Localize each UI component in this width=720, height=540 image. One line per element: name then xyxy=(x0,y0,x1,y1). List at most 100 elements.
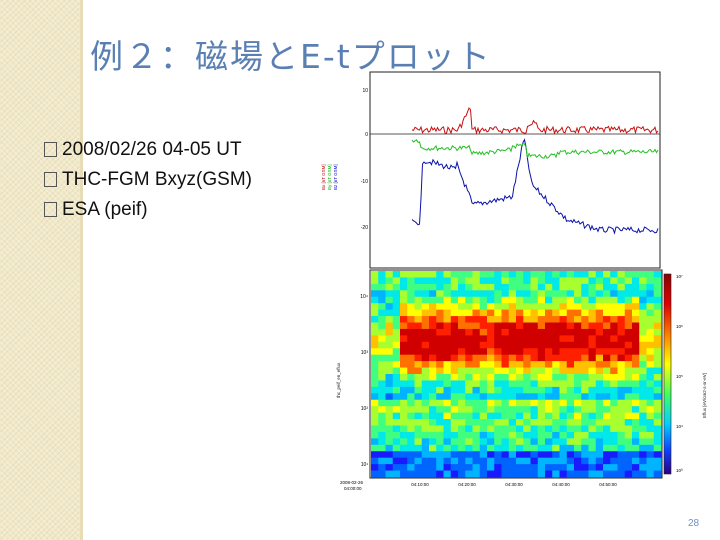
spectrogram-cell xyxy=(566,322,575,330)
spectrogram-cell xyxy=(646,386,655,394)
spectrogram-cell xyxy=(552,399,560,407)
spectrogram-cell xyxy=(407,393,415,401)
spectrogram-cell xyxy=(552,374,560,381)
spectrogram-cell xyxy=(632,393,640,401)
spectrogram-cell xyxy=(523,328,531,336)
spectrogram-cell xyxy=(639,296,647,304)
spectrogram-cell xyxy=(545,431,553,439)
spectrogram-cell xyxy=(421,296,430,304)
spectrogram-cell xyxy=(653,271,662,278)
spectrogram-cell xyxy=(581,283,589,291)
spectrogram-cell xyxy=(458,374,466,381)
colorbar-tick-label: 10⁵ xyxy=(676,374,683,379)
slide-decor-bar xyxy=(0,0,80,540)
spectrogram-cell xyxy=(646,431,655,439)
spectrogram-cell xyxy=(429,354,437,362)
spectrogram-cell xyxy=(436,316,444,323)
spectrogram-cell xyxy=(436,457,444,465)
spectrogram-cell xyxy=(487,431,495,439)
bullet-text: ESA (peif) xyxy=(62,199,148,220)
spectrogram-cell xyxy=(414,451,423,459)
spectrogram-cell xyxy=(545,290,553,298)
spectrogram-cell xyxy=(450,386,459,394)
spectrogram-cell xyxy=(414,277,423,285)
spectrogram-cell xyxy=(421,322,430,330)
spectrogram-cell xyxy=(516,393,524,401)
spectrogram-cell xyxy=(494,341,502,349)
spectrogram-cell xyxy=(501,380,510,388)
spectrogram-cell xyxy=(566,412,575,420)
spectrogram-cell xyxy=(472,393,481,401)
spectrogram-cell xyxy=(494,303,502,311)
spectrogram-cell xyxy=(595,399,604,407)
spectrogram-cell xyxy=(646,412,655,420)
spectrogram-cell xyxy=(603,354,611,362)
spectrogram-cell xyxy=(501,316,510,323)
spectrogram-cell xyxy=(465,380,473,388)
spectrogram-cell xyxy=(436,374,444,381)
spectrogram-cell xyxy=(610,361,618,368)
spectrogram-cell xyxy=(479,399,488,407)
spectrogram-cell xyxy=(450,444,459,452)
spectrogram-cell xyxy=(632,438,640,446)
spectrogram-cell xyxy=(617,296,626,304)
spectrogram-cell xyxy=(610,348,618,356)
spectrogram-cell xyxy=(516,419,524,426)
spectrogram-cell xyxy=(421,328,430,336)
spectrogram-cell xyxy=(487,464,495,471)
spectrogram-cell xyxy=(595,464,604,471)
spectrogram-cell xyxy=(392,464,401,471)
spectrogram-cell xyxy=(653,380,662,388)
bz-series-line xyxy=(411,138,659,235)
spectrogram-cell xyxy=(501,406,510,414)
spectrogram-cell xyxy=(588,283,597,291)
spectrogram-cell xyxy=(530,419,539,426)
spectrogram-cell xyxy=(450,271,459,278)
spectrogram-cell xyxy=(392,438,401,446)
spectrogram-cell xyxy=(617,348,626,356)
spectrogram-cell xyxy=(414,348,423,356)
spectrogram-cell xyxy=(371,367,379,375)
x-tick-label: 04:20:00 xyxy=(458,482,476,487)
spectrogram-cell xyxy=(552,348,560,356)
spectrogram-cell xyxy=(639,374,647,381)
spectrogram-cell xyxy=(516,316,524,323)
spectrogram-cell xyxy=(617,341,626,349)
spectrogram-cell xyxy=(595,406,604,414)
spectrogram-cell xyxy=(581,470,589,478)
spectrogram-cell xyxy=(385,341,394,349)
spectrogram-cell xyxy=(595,451,604,459)
spectrogram-cell xyxy=(559,303,568,311)
spectrogram-cell xyxy=(458,290,466,298)
spectrogram-cell xyxy=(443,380,452,388)
spectrogram-cell xyxy=(458,316,466,323)
spectrogram-cell xyxy=(378,309,386,317)
spectrogram-cell xyxy=(646,374,655,381)
spectrogram-cell xyxy=(595,283,604,291)
spectrogram-cell xyxy=(624,444,633,452)
spectrogram-cell xyxy=(465,470,473,478)
spectrogram-cell xyxy=(371,412,379,420)
spectrogram-cell xyxy=(429,277,437,285)
spectrogram-cell xyxy=(508,348,517,356)
spectrogram-cell xyxy=(523,380,531,388)
spectrogram-cell xyxy=(516,354,524,362)
spectrogram-cell xyxy=(603,399,611,407)
spectrogram-cell xyxy=(371,444,379,452)
spectrogram-cell xyxy=(653,425,662,433)
spectrogram-cell xyxy=(639,290,647,298)
spectrogram-cell xyxy=(508,361,517,368)
spectrogram-cell xyxy=(508,271,517,278)
bullet-list: 2008/02/26 04-05 UT THC-FGM Bxyz(GSM) ES… xyxy=(44,138,252,228)
spectrogram-cell xyxy=(508,470,517,478)
spectrogram-cell xyxy=(646,438,655,446)
spectrogram-cell xyxy=(537,399,546,407)
spectrogram-cell xyxy=(508,290,517,298)
spectrogram-cell xyxy=(646,399,655,407)
y-tick-label: -10 xyxy=(361,179,368,185)
spectrogram-cell xyxy=(508,296,517,304)
spectrogram-cell xyxy=(552,361,560,368)
spectrogram-cell xyxy=(508,444,517,452)
spectrogram-cell xyxy=(552,470,560,478)
spectrogram-cell xyxy=(429,328,437,336)
